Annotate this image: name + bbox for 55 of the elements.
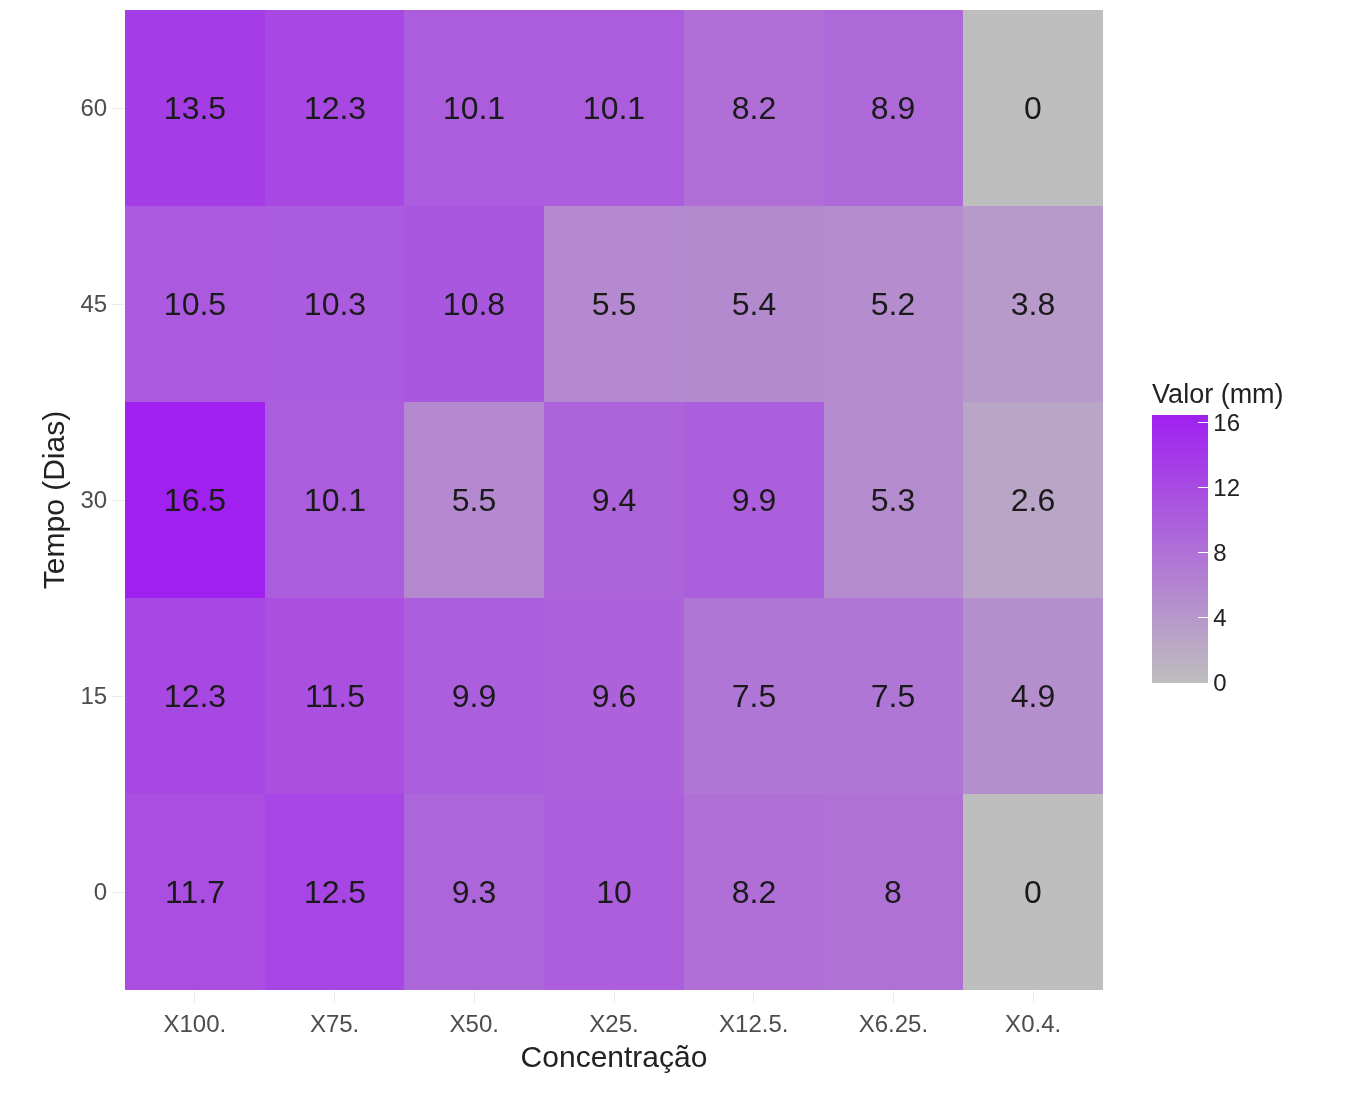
data-label: 11.5 [305,678,365,715]
color-bar-title: Valor (mm) [1152,379,1284,410]
x-tick-label: X100. [163,1009,227,1037]
color-bar-label: 12 [1213,474,1240,502]
y-tick-label: 60 [80,94,108,122]
data-label: 9.3 [451,874,497,911]
color-bar-label: 4 [1213,604,1227,632]
data-label: 5.4 [731,286,777,323]
data-label: 10 [596,874,632,911]
x-tick-label: X6.25. [858,1009,929,1037]
y-tick-label: 0 [93,878,108,906]
data-label: 5.2 [870,286,916,323]
x-tick-label: X0.4. [1005,1009,1062,1037]
data-label: 7.5 [731,678,777,715]
data-label: 7.5 [870,678,916,715]
data-label: 11.7 [165,874,225,911]
data-label: 12.3 [163,678,227,715]
data-label: 12.3 [303,90,367,127]
x-axis-title: Concentração [520,1040,708,1074]
color-bar-label: 16 [1213,409,1240,437]
data-label: 5.5 [591,286,637,323]
data-label: 9.9 [731,482,777,519]
data-label: 2.6 [1010,482,1056,519]
data-label: 12.5 [303,874,367,911]
x-tick-label: X25. [589,1009,639,1037]
data-label: 5.5 [451,482,497,519]
data-label: 13.5 [163,90,227,127]
data-label: 10.1 [303,482,367,519]
data-label: 10.1 [442,90,506,127]
data-label: 16.5 [163,482,227,519]
data-label: 9.6 [591,678,637,715]
y-tick-label: 45 [80,290,108,318]
data-label: 9.9 [451,678,497,715]
x-tick-label: X12.5. [719,1009,789,1037]
data-label: 8.2 [731,874,777,911]
data-label: 3.8 [1010,286,1056,323]
data-label: 8 [884,874,902,911]
y-tick-label: 30 [80,486,108,514]
data-label: 10.5 [163,286,227,323]
color-bar-label: 8 [1213,539,1227,567]
data-label: 8.9 [870,90,916,127]
y-axis-title: Tempo (Dias) [37,410,71,590]
color-bar-label: 0 [1213,669,1227,697]
x-tick-label: X50. [449,1009,499,1037]
data-label: 8.2 [731,90,777,127]
data-label: 9.4 [591,482,637,519]
data-label: 0 [1024,874,1042,911]
y-tick-label: 15 [80,682,108,710]
x-tick-label: X75. [309,1009,360,1037]
data-label: 10.3 [303,286,367,323]
data-label: 4.9 [1010,678,1056,715]
data-label: 10.8 [442,286,506,323]
data-label: 0 [1024,90,1042,127]
data-label: 5.3 [870,482,916,519]
data-label: 10.1 [582,90,646,127]
